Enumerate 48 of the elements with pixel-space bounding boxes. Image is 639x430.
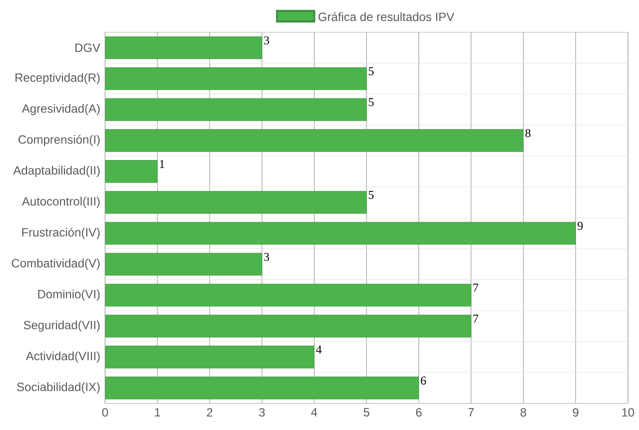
y-tick-label: Adaptabilidad(II) [13, 166, 100, 178]
y-tick-label: Comprensión(I) [18, 134, 100, 146]
x-tick-label: 5 [364, 408, 370, 416]
y-tick-label: DGV [75, 43, 100, 52]
x-tick-label: 7 [468, 408, 474, 416]
data-label: 5 [368, 98, 374, 106]
x-tick-label: 1 [154, 408, 160, 416]
x-tick-label: 4 [311, 408, 318, 416]
bar [105, 314, 472, 338]
bar [105, 376, 419, 400]
data-label: 6 [420, 376, 426, 385]
y-tick-label: Dominio(VI) [38, 290, 100, 301]
x-tick-label: 6 [416, 408, 422, 417]
x-tick-label: 8 [520, 408, 526, 417]
x-tick-label: 9 [572, 408, 578, 417]
y-tick-label: Agresividad(A) [22, 104, 100, 116]
bar [105, 284, 472, 306]
bar [105, 346, 314, 368]
data-label: 3 [264, 252, 270, 261]
data-label: 8 [525, 129, 530, 138]
data-label: 7 [473, 284, 478, 292]
data-label: 9 [578, 222, 583, 230]
x-tick-label: 2 [206, 408, 212, 416]
y-tick-label: Autocontrol(III) [22, 196, 100, 208]
x-tick-label: 10 [622, 408, 634, 417]
data-label: 4 [316, 346, 322, 354]
bar [105, 67, 367, 90]
bar [105, 36, 262, 60]
y-tick-label: Sociabilidad(IX) [17, 382, 100, 394]
y-tick-label: Combatividad(V) [12, 258, 100, 270]
y-tick-label: Actividad(VIII) [26, 351, 100, 363]
data-label: 5 [368, 190, 374, 199]
y-tick-label: Frustración(IV) [22, 228, 100, 239]
bar [105, 98, 367, 121]
data-label: 1 [160, 160, 164, 168]
x-tick-label: 3 [259, 408, 265, 417]
bar [105, 191, 367, 214]
bar [105, 252, 262, 276]
y-tick-label: Seguridad(VII) [24, 320, 100, 332]
bar [105, 129, 524, 152]
bar [105, 222, 576, 245]
bar [105, 160, 158, 183]
data-label: 3 [264, 36, 270, 44]
x-tick-label: 0 [102, 408, 108, 417]
legend-label: Gráfica de resultados IPV [318, 12, 454, 22]
data-label: 7 [473, 314, 478, 323]
data-label: 5 [368, 67, 374, 76]
y-tick-label: Receptividad(R) [16, 73, 100, 84]
